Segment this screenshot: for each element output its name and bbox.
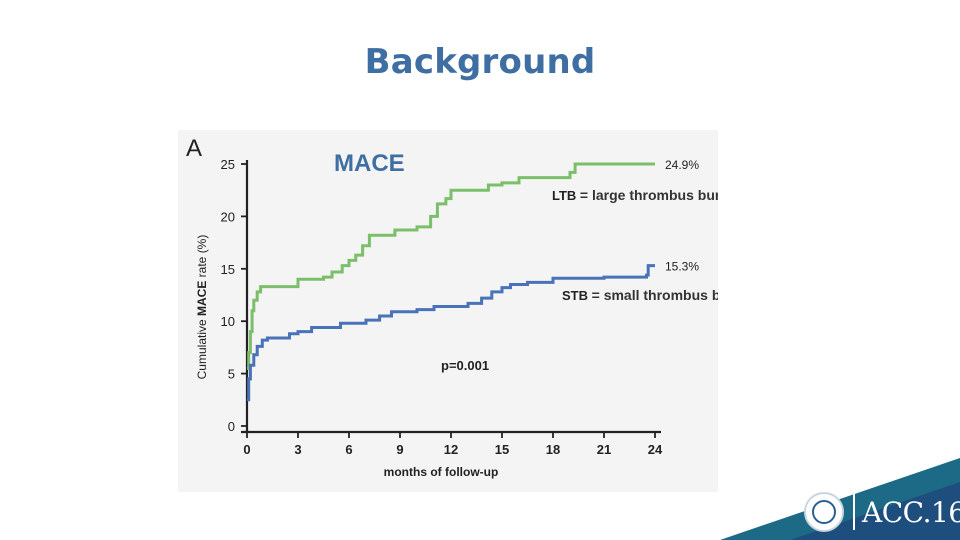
chart-title: MACE bbox=[334, 150, 405, 177]
acc-seal-icon bbox=[804, 492, 844, 532]
x-tick-label: 9 bbox=[396, 442, 403, 457]
y-tick-label: 25 bbox=[221, 157, 235, 172]
y-tick-label: 0 bbox=[228, 419, 235, 434]
y-axis-label: Cumulative MACE rate (%) bbox=[195, 235, 209, 380]
x-tick-label: 18 bbox=[546, 442, 560, 457]
y-tick-label: 10 bbox=[221, 314, 235, 329]
x-tick-label: 24 bbox=[648, 442, 663, 457]
km-figure: 0 5 10 15 20 25 0 3 6 9 12 15 18 21 24 months of follow… bbox=[178, 130, 718, 492]
x-axis-label: months of follow-up bbox=[384, 465, 499, 479]
km-chart: 0 5 10 15 20 25 0 3 6 9 12 15 18 21 24 months of follow… bbox=[186, 135, 718, 479]
slide-title: Background bbox=[364, 42, 596, 82]
panel-label: A bbox=[186, 135, 202, 162]
p-value-annotation: p=0.001 bbox=[441, 358, 489, 373]
x-tick-label: 6 bbox=[345, 442, 352, 457]
x-tick-label: 0 bbox=[243, 442, 250, 457]
y-tick-label: 15 bbox=[221, 262, 235, 277]
x-tick-label: 21 bbox=[597, 442, 611, 457]
y-tick-label: 5 bbox=[228, 367, 235, 382]
series-line-ltb bbox=[247, 162, 655, 370]
x-tick-label: 3 bbox=[294, 442, 301, 457]
definition-stb: STB = small thrombus burden bbox=[562, 287, 718, 303]
end-label-stb: 15.3% bbox=[665, 260, 699, 274]
logo-divider bbox=[853, 494, 855, 530]
end-label-ltb: 24.9% bbox=[665, 158, 699, 172]
series-line-stb bbox=[247, 264, 655, 402]
x-tick-label: 15 bbox=[495, 442, 509, 457]
acc-logo-text: ACC.16 bbox=[862, 496, 960, 529]
definition-ltb: LTB = large thrombus burden bbox=[552, 187, 718, 203]
x-tick-label: 12 bbox=[444, 442, 458, 457]
y-tick-label: 20 bbox=[221, 209, 235, 224]
